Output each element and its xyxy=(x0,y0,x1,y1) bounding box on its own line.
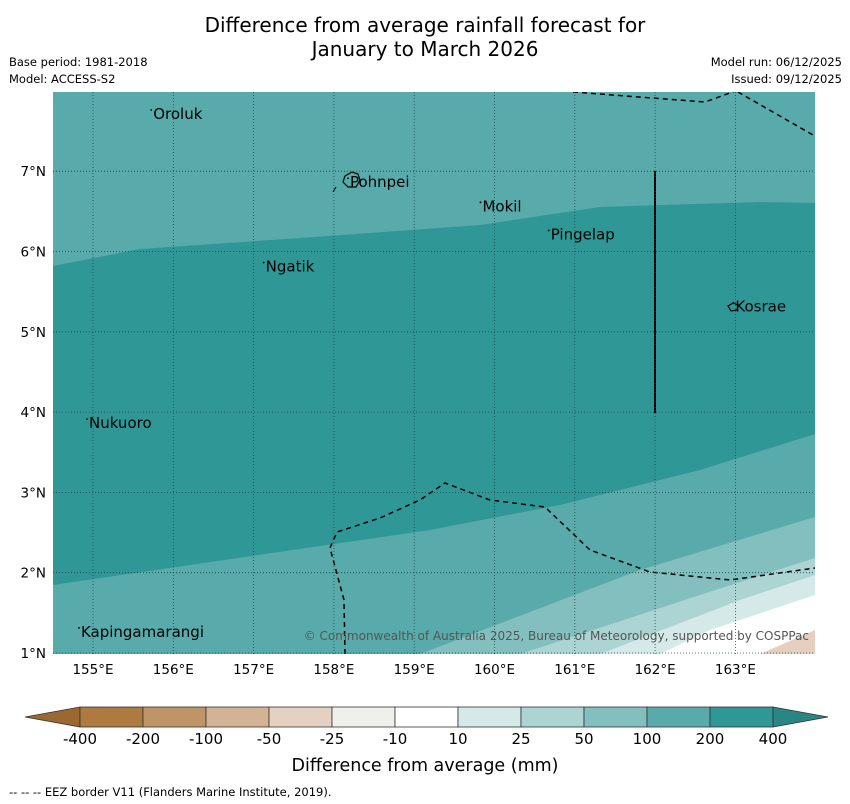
colorbar-segment xyxy=(583,706,648,728)
model-run: Model run: 06/12/2025 xyxy=(710,55,842,69)
colorbar-segment xyxy=(79,706,144,728)
colorbar-tick-label: -50 xyxy=(256,730,282,748)
place-label: Ngatik xyxy=(266,258,315,276)
colorbar-segment xyxy=(520,706,585,728)
eez-border-north xyxy=(572,92,814,136)
place-marker xyxy=(347,177,349,180)
place-marker xyxy=(547,229,550,232)
colorbar-tick-label: 400 xyxy=(758,730,788,748)
place-label: Mokil xyxy=(482,197,521,215)
place-label: Kosrae xyxy=(735,298,786,316)
colorbar-segment xyxy=(268,706,333,728)
axis-ticks: 155°E 156°E 157°E 158°E 159°E 160°E 161°E 162°E… xyxy=(21,164,756,678)
copyright: © Commonwealth of Australia 2025, Bureau… xyxy=(304,629,809,643)
colorbar-segment xyxy=(709,706,774,728)
lon-tick-label: 160°E xyxy=(474,662,515,678)
place-label: Kapingamarangi xyxy=(81,623,204,641)
region-neutral xyxy=(660,595,815,654)
eez-footnote: -- -- -- EEZ border V11 (Flanders Marine… xyxy=(9,785,332,799)
colorbar-title: Difference from average (mm) xyxy=(291,756,559,776)
colorbar-tick-label: 100 xyxy=(632,730,662,748)
place-marker xyxy=(479,201,482,204)
lat-tick-label: 1°N xyxy=(21,646,46,662)
title-line-2: January to March 2026 xyxy=(311,37,539,61)
place-marker xyxy=(150,109,153,111)
lat-tick-label: 3°N xyxy=(21,485,46,501)
place-label: Pingelap xyxy=(551,225,615,243)
place-label: Pohnpei xyxy=(350,173,410,191)
lon-tick-label: 162°E xyxy=(635,662,676,678)
lon-tick-label: 163°E xyxy=(715,662,756,678)
base-period: Base period: 1981-2018 xyxy=(9,55,148,69)
lon-tick-label: 155°E xyxy=(72,662,113,678)
colorbar-tick-label: 25 xyxy=(511,730,531,748)
map-plot: Oroluk Pohnpei Mokil Pingelap Ngatik Kosrae Nu… xyxy=(53,92,815,654)
lat-tick-label: 5°N xyxy=(21,325,46,341)
meta-left: Base period: 1981-2018 Model: ACCESS-S2 xyxy=(9,54,148,88)
colorbar-segment xyxy=(331,706,396,728)
colorbar-tick-label: -25 xyxy=(319,730,345,748)
lon-tick-label: 156°E xyxy=(153,662,194,678)
lat-tick-label: 4°N xyxy=(21,405,46,421)
lat-tick-label: 6°N xyxy=(21,245,46,261)
pohnpei-coastline xyxy=(342,171,361,188)
place-marker xyxy=(262,261,265,264)
pohnpei-islet xyxy=(332,186,337,193)
colorbar-segment xyxy=(205,706,270,728)
colorbar-extend-low xyxy=(24,706,81,728)
colorbar-tick-label: -100 xyxy=(188,730,224,748)
colorbar-tick-label: -400 xyxy=(62,730,98,748)
colorbar xyxy=(24,706,829,728)
colorbar-tick-label: 50 xyxy=(574,730,594,748)
lon-tick-label: 157°E xyxy=(233,662,274,678)
kosrae-coastline xyxy=(727,302,739,312)
title-line-1: Difference from average rainfall forecas… xyxy=(204,13,646,37)
model-name: Model: ACCESS-S2 xyxy=(9,72,116,86)
place-marker xyxy=(78,627,80,629)
colorbar-segment xyxy=(394,706,459,728)
colorbar-tick-label: -10 xyxy=(382,730,408,748)
place-marker xyxy=(86,418,88,421)
colorbar-segment xyxy=(646,706,711,728)
colorbar-tick-label: -200 xyxy=(125,730,161,748)
issued-date: Issued: 09/12/2025 xyxy=(731,72,842,86)
place-label: Oroluk xyxy=(153,105,202,123)
place-marker xyxy=(732,301,735,304)
place-label: Nukuoro xyxy=(89,414,152,432)
lon-tick-label: 159°E xyxy=(394,662,435,678)
region-above-200 xyxy=(53,202,815,585)
eez-border-south xyxy=(329,482,815,654)
graticule xyxy=(53,92,815,654)
lat-tick-label: 2°N xyxy=(21,566,46,582)
meta-right: Model run: 06/12/2025 Issued: 09/12/2025 xyxy=(711,54,842,88)
lon-tick-label: 161°E xyxy=(554,662,595,678)
region-below-neg25 xyxy=(760,630,815,654)
colorbar-tick-label: 200 xyxy=(695,730,725,748)
lon-tick-label: 158°E xyxy=(313,662,354,678)
colorbar-segment xyxy=(142,706,207,728)
colorbar-tick-label: 10 xyxy=(448,730,468,748)
colorbar-extend-high xyxy=(772,706,829,728)
lat-tick-label: 7°N xyxy=(21,164,46,180)
place-labels: Oroluk Pohnpei Mokil Pingelap Ngatik Kosrae Nu… xyxy=(78,105,786,641)
colorbar-segment xyxy=(457,706,522,728)
